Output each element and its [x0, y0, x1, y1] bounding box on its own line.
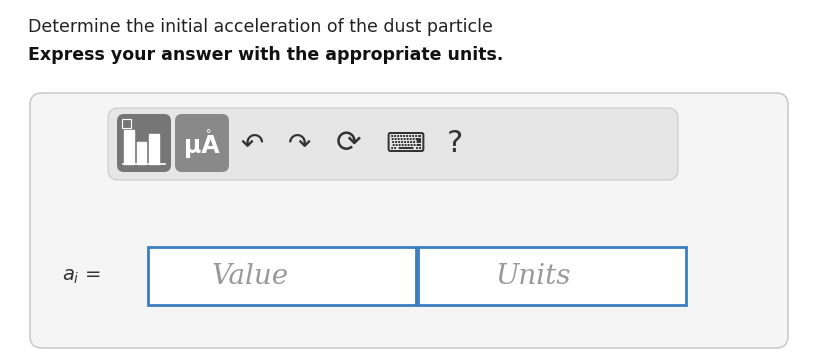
Text: μA: μA: [184, 134, 219, 158]
Text: ↶: ↶: [240, 130, 263, 158]
Text: ?: ?: [446, 130, 463, 159]
Bar: [418, 247, 686, 305]
Text: ⌨: ⌨: [385, 130, 424, 158]
FancyBboxPatch shape: [117, 114, 171, 172]
Text: ↷: ↷: [288, 130, 311, 158]
Bar: [149, 134, 159, 164]
Text: Express your answer with the appropriate units.: Express your answer with the appropriate…: [28, 46, 503, 64]
Text: $a_i$ =: $a_i$ =: [62, 266, 101, 286]
Text: ⟳: ⟳: [336, 130, 361, 159]
Bar: [147, 247, 415, 305]
Bar: [137, 142, 146, 164]
Text: °: °: [206, 129, 211, 139]
Bar: [124, 130, 133, 164]
FancyBboxPatch shape: [174, 114, 229, 172]
FancyBboxPatch shape: [108, 108, 677, 180]
Text: Value: Value: [211, 262, 288, 290]
Text: Determine the initial acceleration of the dust particle: Determine the initial acceleration of th…: [28, 18, 492, 36]
FancyBboxPatch shape: [30, 93, 787, 348]
Text: Units: Units: [495, 262, 570, 290]
